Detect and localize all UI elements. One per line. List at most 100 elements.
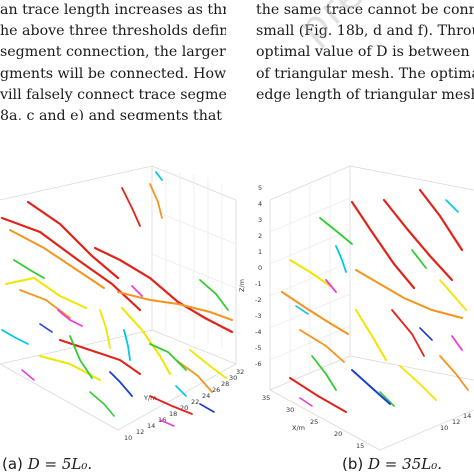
trace-red — [289, 377, 347, 413]
trace-orange — [281, 291, 349, 335]
y-tick-label: 32 — [236, 368, 244, 376]
trace-cyan — [1, 329, 29, 345]
trace-red — [418, 188, 464, 252]
right-column-text: the same trace cannot be connected small… — [256, 0, 474, 120]
z-tick-label: -4 — [255, 328, 261, 336]
trace-yellow — [355, 309, 387, 361]
trace-green — [411, 249, 427, 269]
x-tick-label: 35 — [262, 394, 270, 402]
trace-orange — [19, 289, 71, 319]
trace-green — [69, 335, 93, 379]
trace-orange — [175, 359, 213, 393]
trace-blue — [351, 369, 391, 405]
trace-magenta — [131, 285, 143, 297]
z-tick-label: -6 — [255, 360, 261, 368]
trace-cyan — [175, 385, 187, 397]
z-tick-label: -5 — [255, 344, 261, 352]
text-line: edge length of triangular mesh, and θ — [256, 86, 474, 103]
z-tick-label: 2 — [258, 232, 262, 240]
text-line: an trace length increases as thresholds … — [0, 2, 226, 18]
z-tick-label: 3 — [258, 216, 262, 224]
trace-red — [26, 200, 120, 280]
trace-red — [59, 339, 141, 375]
trace-figures: 10 12 14 16 18 20 22 24 26 28 30 32 Y/m — [0, 165, 474, 451]
x-tick-label: 25 — [310, 418, 318, 426]
trace-magenta — [159, 419, 175, 427]
z-tick-label: 0 — [258, 264, 262, 272]
x-tick-label: 15 — [356, 442, 364, 450]
y-axis-label: Y/m — [143, 394, 157, 402]
trace-orange — [439, 355, 469, 391]
trace-red — [391, 309, 425, 357]
text-line: the same trace cannot be connected — [256, 2, 474, 18]
trace-magenta — [451, 335, 463, 351]
text-line: vill falsely connect trace segments whic… — [0, 86, 226, 103]
trace-blue — [419, 327, 433, 341]
trace-orange — [9, 229, 105, 289]
trace-green — [311, 355, 337, 391]
trace-cyan — [295, 305, 309, 315]
trace-blue — [39, 323, 53, 333]
trace-magenta — [57, 309, 83, 327]
panel-a-y-axis: 10 12 14 16 18 20 22 24 26 28 30 32 Y/m — [124, 368, 244, 442]
x-axis-label: X/m — [292, 424, 305, 432]
z-tick-label: 5 — [258, 184, 262, 192]
panel-a-traces — [0, 171, 234, 427]
trace-cyan — [335, 245, 347, 273]
trace-yellow — [289, 259, 331, 287]
trace-green — [13, 259, 45, 279]
y-tick-label: 12 — [452, 418, 460, 426]
x-tick-label: 30 — [286, 406, 294, 414]
y-tick-label: 28 — [221, 380, 229, 388]
trace-red — [149, 395, 193, 415]
y-tick-label: 30 — [229, 374, 237, 382]
trace-red — [121, 187, 141, 227]
y-tick-label: 10 — [440, 424, 448, 432]
caption-b: (b) D = 35L₀. — [342, 454, 442, 474]
z-tick-label: -3 — [255, 312, 261, 320]
trace-orange — [299, 329, 345, 363]
trace-yellow — [399, 365, 437, 401]
trace-orange — [355, 269, 463, 319]
trace-green — [89, 391, 115, 417]
trace-orange — [117, 291, 233, 321]
z-tick-label: 1 — [258, 248, 262, 256]
trace-magenta — [325, 279, 337, 293]
y-tick-label: 22 — [191, 398, 199, 406]
y-tick-label: 10 — [124, 434, 132, 442]
caption-label: (b) — [342, 455, 364, 473]
trace-green — [379, 391, 395, 407]
text-line: segment connection, the larger they are — [0, 44, 226, 61]
panel-b-traces — [281, 188, 469, 413]
text-line: optimal value of D is between 15 an — [256, 44, 474, 61]
trace-orange — [149, 183, 163, 219]
z-axis-label: Z/m — [238, 279, 246, 292]
panel-b-frame — [269, 165, 474, 451]
y-tick-label: 14 — [463, 412, 471, 420]
z-tick-label: -1 — [255, 280, 261, 288]
y-tick-label: 24 — [202, 392, 210, 400]
trace-red — [0, 216, 142, 312]
caption-label: (a) — [2, 455, 23, 473]
panel-a-frame — [0, 165, 237, 431]
text-line: of triangular mesh. The optimal R₁ i — [256, 65, 474, 82]
trace-magenta — [299, 397, 313, 407]
trace-cyan — [445, 199, 459, 213]
y-tick-label: 18 — [169, 410, 177, 418]
trace-yellow — [121, 307, 171, 375]
y-tick-label: 12 — [136, 428, 144, 436]
trace-green — [319, 217, 353, 245]
trace-yellow — [439, 279, 467, 311]
trace-yellow — [189, 349, 227, 379]
y-tick-label: 20 — [180, 404, 188, 412]
y-tick-label: 16 — [158, 416, 166, 424]
panel-b-axes: 5 4 3 2 1 0 -1 -2 -3 -4 -5 -6 Z/m 35 30 … — [238, 184, 471, 450]
y-tick-label: 26 — [212, 386, 220, 394]
trace-magenta — [21, 369, 35, 381]
left-column-text: an trace length increases as thresholds … — [0, 0, 226, 120]
trace-green — [199, 279, 229, 311]
z-tick-label: -2 — [255, 296, 261, 304]
trace-blue — [199, 403, 215, 413]
trace-blue — [109, 371, 133, 397]
trace-yellow — [99, 309, 111, 349]
